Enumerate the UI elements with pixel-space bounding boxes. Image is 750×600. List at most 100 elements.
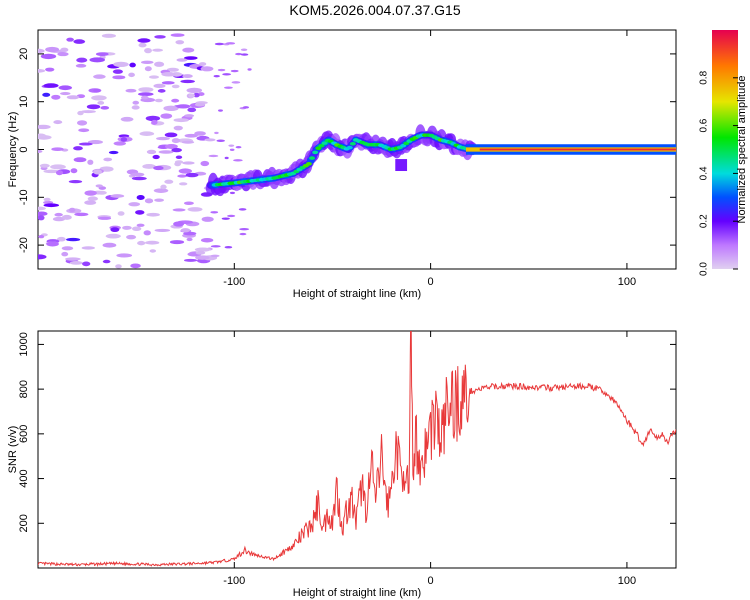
noise-blob: [38, 48, 45, 54]
noise-blob: [170, 33, 185, 37]
noise-blob: [87, 196, 98, 201]
noise-blob: [141, 95, 149, 100]
ridge-peak: [349, 141, 356, 146]
noise-blob: [82, 261, 91, 267]
noise-blob: [210, 254, 220, 258]
noise-blob: [125, 88, 137, 93]
colorbar-tick-label: 0.6: [699, 118, 710, 132]
noise-blob: [115, 264, 122, 269]
noise-blob: [204, 138, 216, 142]
noise-blob: [57, 236, 66, 242]
noise-blob: [160, 113, 173, 119]
noise-blob: [80, 110, 96, 114]
noise-blob: [113, 141, 126, 146]
noise-blob: [120, 116, 134, 122]
noise-blob: [38, 211, 48, 216]
noise-blob: [153, 83, 166, 89]
noise-blob: [173, 125, 183, 131]
noise-blob: [180, 228, 191, 233]
noise-blob: [183, 258, 198, 262]
noise-blob: [171, 98, 180, 103]
noise-blob: [113, 61, 129, 67]
noise-blob: [38, 254, 47, 260]
noise-blob: [102, 259, 111, 264]
spectrogram-y-tick-label: -10: [18, 189, 30, 205]
noise-blob: [77, 110, 84, 116]
noise-blob: [141, 60, 154, 64]
noise-blob: [39, 163, 50, 168]
noise-blob: [43, 203, 60, 208]
noise-blob: [128, 202, 141, 207]
noise-blob: [43, 197, 51, 202]
noise-blob: [61, 246, 74, 251]
colorbar-tick-label: 0.8: [699, 70, 710, 84]
ridge-peak: [305, 162, 312, 166]
noise-blob: [217, 68, 226, 72]
noise-blob: [130, 263, 141, 269]
snr-x-tick-label: 100: [618, 575, 636, 587]
noise-blob: [68, 180, 83, 184]
noise-blob: [153, 188, 169, 193]
noise-blob: [38, 68, 46, 73]
noise-blob: [139, 131, 155, 136]
noise-blob: [184, 133, 198, 138]
noise-blob: [136, 195, 145, 201]
noise-blob: [112, 69, 123, 74]
noise-blob: [194, 247, 211, 252]
noise-blob: [144, 47, 152, 54]
noise-blob: [160, 184, 167, 190]
noise-blob: [171, 148, 182, 153]
noise-blob: [112, 75, 126, 80]
noise-blob: [52, 216, 66, 222]
noise-blob: [144, 198, 154, 204]
noise-blob: [213, 74, 220, 78]
noise-blob: [143, 230, 151, 236]
noise-blob: [222, 73, 232, 76]
noise-blob: [187, 107, 197, 113]
noise-blob: [194, 131, 206, 136]
noise-blob: [172, 208, 186, 212]
noise-blob: [142, 164, 156, 169]
noise-blob: [201, 216, 214, 222]
noise-blob: [60, 47, 69, 53]
noise-blob: [171, 138, 181, 144]
noise-blob: [154, 198, 165, 202]
noise-blob: [171, 84, 180, 89]
noise-blob: [154, 98, 163, 103]
noise-blob: [50, 164, 66, 170]
noise-blob: [51, 147, 64, 152]
noise-blob: [218, 109, 223, 112]
noise-blob: [154, 228, 171, 232]
snr-x-axis-label: Height of straight line (km): [293, 587, 421, 599]
noise-blob: [181, 140, 195, 144]
snr-y-tick-label: 200: [18, 514, 30, 532]
noise-blob: [101, 33, 117, 38]
noise-blob: [117, 211, 125, 216]
noise-blob: [66, 37, 74, 42]
spectrogram-x-tick-label: -100: [223, 276, 245, 288]
noise-blob: [183, 231, 197, 236]
snr-x-tick-label: 0: [428, 575, 434, 587]
noise-blob: [164, 132, 178, 138]
noise-blob: [182, 161, 195, 165]
noise-blob: [84, 190, 97, 196]
noise-blob: [199, 62, 207, 66]
snr-y-tick-label: 600: [18, 425, 30, 443]
steady-band-peak: [479, 148, 676, 151]
noise-blob: [132, 100, 140, 105]
snr-x-tick-label: -100: [223, 575, 245, 587]
ridge-patch: [395, 159, 408, 172]
noise-blob: [73, 146, 83, 151]
spectrogram-x-tick-label: 0: [428, 276, 434, 288]
noise-blob: [100, 106, 110, 110]
noise-blob: [68, 207, 76, 213]
noise-blob: [177, 174, 187, 178]
noise-blob: [138, 42, 147, 48]
noise-blob: [231, 81, 241, 84]
noise-blob: [247, 68, 252, 71]
noise-blob: [78, 142, 93, 146]
noise-blob: [93, 88, 101, 93]
noise-blob: [122, 225, 132, 230]
noise-blob: [175, 155, 183, 160]
figure-title: KOM5.2026.004.07.37.G15: [289, 2, 461, 18]
